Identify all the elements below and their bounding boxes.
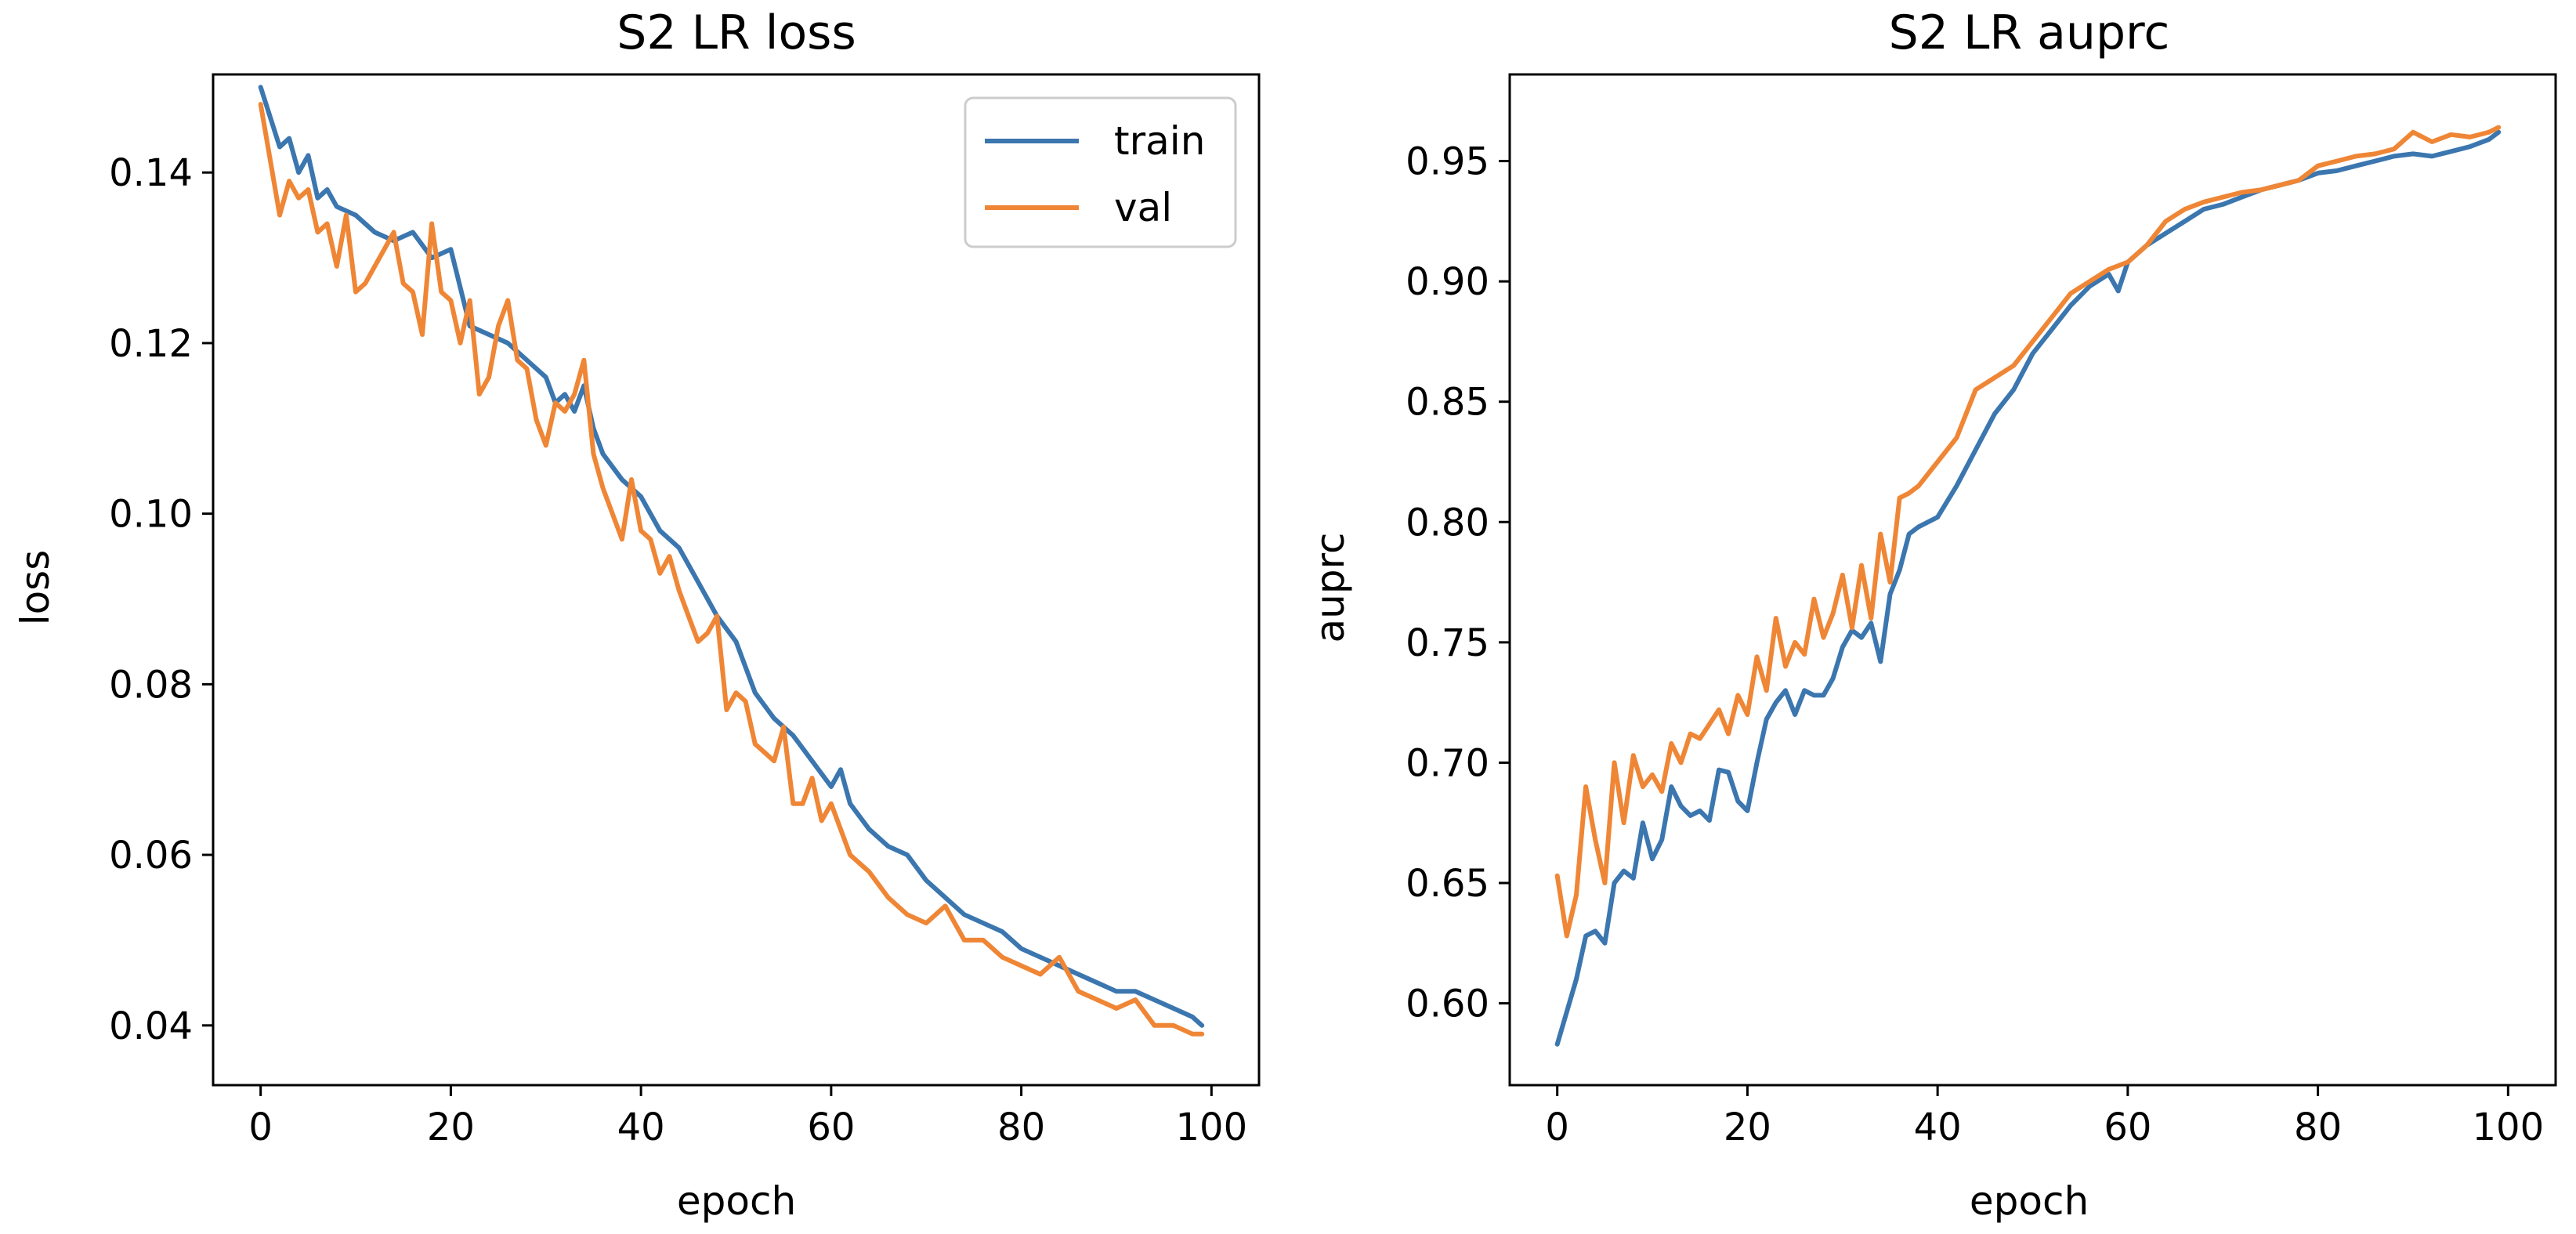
loss-y-tick-label: 0.14 xyxy=(109,151,193,195)
loss-y-tick-label: 0.08 xyxy=(109,663,193,707)
loss-plot-frame xyxy=(212,73,1261,1087)
loss-x-tick-label: 20 xyxy=(427,1106,475,1149)
loss-legend: train val xyxy=(964,96,1237,248)
loss-x-tick-label: 40 xyxy=(617,1106,665,1149)
loss-y-tick-label: 0.04 xyxy=(109,1004,193,1048)
auprc-plot-frame xyxy=(1508,73,2557,1087)
auprc-y-tick-label: 0.85 xyxy=(1406,381,1489,425)
loss-x-tick-label: 80 xyxy=(997,1106,1045,1149)
loss-y-tick-label: 0.10 xyxy=(109,493,193,537)
auprc-x-tick-label: 100 xyxy=(2473,1106,2545,1149)
loss-subplot: S2 LR loss epoch loss 0 20 40 60 80 100 0.04 0.… xyxy=(13,5,1261,1224)
auprc-y-tick-label: 0.65 xyxy=(1406,862,1489,906)
auprc-y-tick-label: 0.70 xyxy=(1406,741,1489,785)
loss-x-tick-label: 100 xyxy=(1176,1106,1248,1149)
loss-x-tick-label: 60 xyxy=(807,1106,855,1149)
auprc-x-tick-label: 20 xyxy=(1724,1106,1771,1149)
loss-chart-title: S2 LR loss xyxy=(617,5,856,60)
loss-y-tick-label: 0.12 xyxy=(109,322,193,366)
auprc-x-tick-label: 40 xyxy=(1914,1106,1962,1149)
loss-series-lines xyxy=(258,85,1205,1037)
auprc-x-axis-label: epoch xyxy=(1970,1178,2089,1224)
auprc-y-tick-label: 0.60 xyxy=(1406,982,1489,1026)
loss-y-axis-label: loss xyxy=(13,550,58,626)
legend-train-label: train xyxy=(1114,118,1205,164)
auprc-val-line xyxy=(1554,125,2502,939)
auprc-y-tick-label: 0.75 xyxy=(1406,621,1489,665)
loss-ticks: 0 20 40 60 80 100 0.04 0.06 0.08 0.10 0.12 0.14 xyxy=(109,151,1247,1149)
auprc-y-tick-label: 0.95 xyxy=(1406,140,1489,184)
auprc-y-tick-label: 0.80 xyxy=(1406,501,1489,545)
auprc-y-tick-label: 0.90 xyxy=(1406,260,1489,304)
auprc-y-axis-label: auprc xyxy=(1308,532,1353,642)
auprc-subplot: S2 LR auprc epoch auprc 0 20 40 60 80 100 0.60… xyxy=(1308,5,2557,1224)
loss-y-tick-label: 0.06 xyxy=(109,834,193,878)
loss-x-tick-label: 0 xyxy=(248,1106,273,1149)
loss-train-line xyxy=(258,85,1205,1028)
auprc-ticks: 0 20 40 60 80 100 0.60 0.65 0.70 0.75 0.80 0.85 0.90… xyxy=(1406,140,2544,1149)
auprc-x-tick-label: 80 xyxy=(2294,1106,2342,1149)
legend-val-label: val xyxy=(1114,185,1172,230)
auprc-x-tick-label: 0 xyxy=(1545,1106,1569,1149)
loss-x-axis-label: epoch xyxy=(677,1178,796,1224)
auprc-chart-title: S2 LR auprc xyxy=(1889,5,2170,60)
auprc-x-tick-label: 60 xyxy=(2104,1106,2151,1149)
auprc-series-lines xyxy=(1554,125,2502,1047)
loss-val-line xyxy=(258,102,1205,1037)
